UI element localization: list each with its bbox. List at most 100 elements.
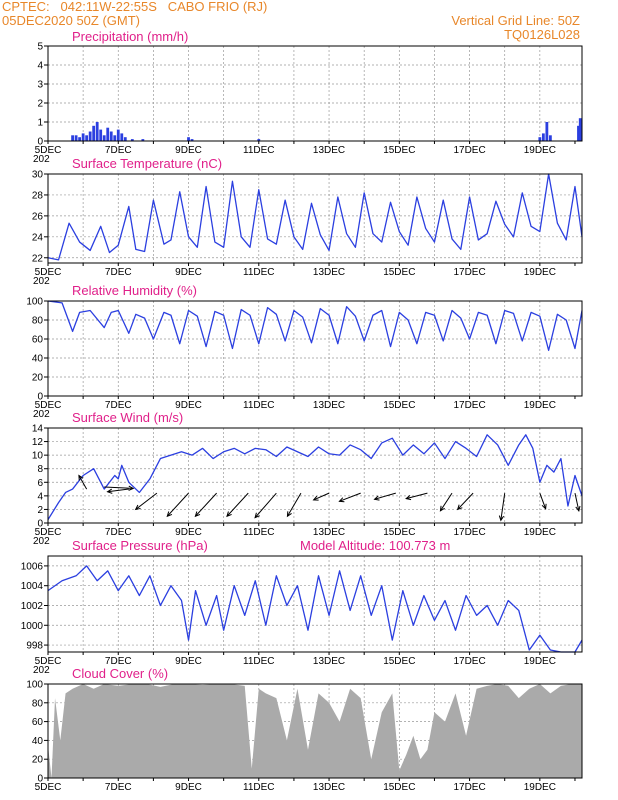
y-tick-label: 40 <box>32 354 44 365</box>
wind-arrow <box>135 492 158 510</box>
wind-arrow <box>313 492 330 501</box>
panel-frame <box>47 555 583 653</box>
wind-arrow-head <box>405 494 412 501</box>
wind-arrow-head <box>106 488 113 494</box>
wind-arrow-head <box>226 511 232 518</box>
wind-arrow <box>286 492 302 517</box>
x-day-label: 19DEC <box>524 527 556 538</box>
x-day-label: 5DEC <box>35 527 62 538</box>
panel-4: 0 2 4 6 8 10 12 14 5DEC 7DEC 9DEC 11DEC 13DEC 15DEC 17… <box>32 410 583 547</box>
wind-arrow-head <box>456 504 463 511</box>
y-tick-label: 26 <box>32 211 44 222</box>
header-grid-note: Vertical Grid Line: 50Z <box>451 13 580 28</box>
x-day-label: 11DEC <box>243 527 275 538</box>
y-tick-label: 60 <box>32 335 44 346</box>
panel-title: Surface Pressure (hPa) <box>72 538 208 553</box>
precip-bar <box>187 137 190 141</box>
wind-arrow <box>574 493 580 511</box>
y-tick-label: 80 <box>32 698 44 709</box>
precip-bar <box>106 127 110 141</box>
precip-bar <box>130 139 134 141</box>
header-station: CPTEC: 042:11W-22:55S CABO FRIO (RJ) <box>2 0 268 14</box>
x-day-label: 13DEC <box>313 267 345 278</box>
wind-arrow-head <box>575 505 581 512</box>
x-day-label: 11DEC <box>243 400 275 411</box>
x-day-label: 17DEC <box>453 656 485 667</box>
x-day-label: 13DEC <box>313 145 345 156</box>
precip-bar <box>95 122 99 141</box>
panel-title: Surface Wind (m/s) <box>72 410 183 425</box>
y-tick-label: 10 <box>32 451 44 462</box>
y-tick-label: 0 <box>37 392 43 403</box>
x-day-label: 5DEC <box>35 267 62 278</box>
precip-bar <box>545 122 549 141</box>
x-day-label: 5DEC <box>35 400 62 411</box>
panel-frame <box>47 173 583 264</box>
precip-bar <box>88 131 92 141</box>
wind-arrow-head <box>541 503 547 510</box>
panel-title: Surface Temperature (nC) <box>72 156 222 171</box>
y-tick-label: 100 <box>26 680 43 691</box>
panel-frame <box>47 45 583 142</box>
x-day-label: 5DEC <box>35 782 62 793</box>
wind-arrow-head <box>312 495 319 501</box>
x-day-label: 13DEC <box>313 527 345 538</box>
precip-bar <box>116 129 120 141</box>
x-day-label: 15DEC <box>383 145 415 156</box>
x-day-label: 9DEC <box>175 656 202 667</box>
wind-arrow <box>104 486 134 489</box>
wind-arrow-head <box>78 474 84 481</box>
wind-arrow-head <box>373 495 380 501</box>
y-tick-label: 1002 <box>21 601 44 612</box>
precip-bar <box>71 135 74 141</box>
header-run-id: TQ0126L028 <box>504 27 580 42</box>
y-tick-label: 2 <box>37 505 43 516</box>
series-line-5 <box>47 565 583 653</box>
y-tick-label: 28 <box>32 190 44 201</box>
x-day-label: 19DEC <box>524 782 556 793</box>
precip-bar <box>538 137 542 141</box>
y-tick-label: 1000 <box>21 621 44 632</box>
cloud-cover-area <box>48 684 582 778</box>
wind-arrow <box>195 492 217 517</box>
precip-bar <box>577 125 580 141</box>
x-day-label: 11DEC <box>243 656 275 667</box>
y-tick-label: 0 <box>37 519 43 530</box>
wind-arrow-head <box>254 512 260 519</box>
x-day-label: 13DEC <box>313 656 345 667</box>
precip-bar <box>81 133 85 141</box>
precip-bar <box>123 137 127 141</box>
x-day-label: 19DEC <box>524 145 556 156</box>
wind-arrow <box>457 492 474 510</box>
x-year-stub: 202 <box>33 154 50 165</box>
x-day-label: 9DEC <box>175 400 202 411</box>
wind-arrow <box>254 492 277 518</box>
x-day-label: 7DEC <box>105 400 132 411</box>
wind-arrow-head <box>439 505 445 512</box>
wind-arrow-head <box>128 485 135 491</box>
precip-bar <box>74 135 78 141</box>
precip-bar <box>78 137 82 141</box>
panel-1: 0 1 2 3 4 5 5DEC 7DEC 9DEC 11DEC 13DEC 15DEC 17DEC 19… <box>33 29 583 165</box>
wind-arrow <box>107 488 129 493</box>
x-day-label: 15DEC <box>383 782 415 793</box>
series-line-2 <box>47 173 583 261</box>
y-tick-label: 30 <box>32 170 44 181</box>
y-tick-label: 12 <box>32 437 44 448</box>
x-day-label: 17DEC <box>453 267 485 278</box>
panel-title: Precipitation (mm/h) <box>72 29 188 44</box>
y-tick-label: 8 <box>37 464 43 475</box>
x-day-label: 19DEC <box>524 400 556 411</box>
panel-title: Relative Humidity (%) <box>72 283 197 298</box>
y-tick-label: 14 <box>32 424 44 435</box>
panel-6: 0 20 40 60 80 100 5DEC 7DEC 9DEC 11DEC 13DEC 15DEC 1… <box>26 666 583 793</box>
precip-bar <box>102 135 106 141</box>
wind-arrow-head <box>166 511 173 518</box>
panel-3: 0 20 40 60 80 100 5DEC 7DEC 9DEC 11DEC 13DEC 15DEC 1… <box>26 283 583 420</box>
y-tick-label: 1006 <box>21 561 44 572</box>
y-tick-label: 5 <box>37 42 43 53</box>
y-tick-label: 60 <box>32 717 44 728</box>
wind-arrow-head <box>498 515 505 522</box>
y-tick-label: 4 <box>37 61 43 72</box>
y-tick-label: 20 <box>32 373 44 384</box>
